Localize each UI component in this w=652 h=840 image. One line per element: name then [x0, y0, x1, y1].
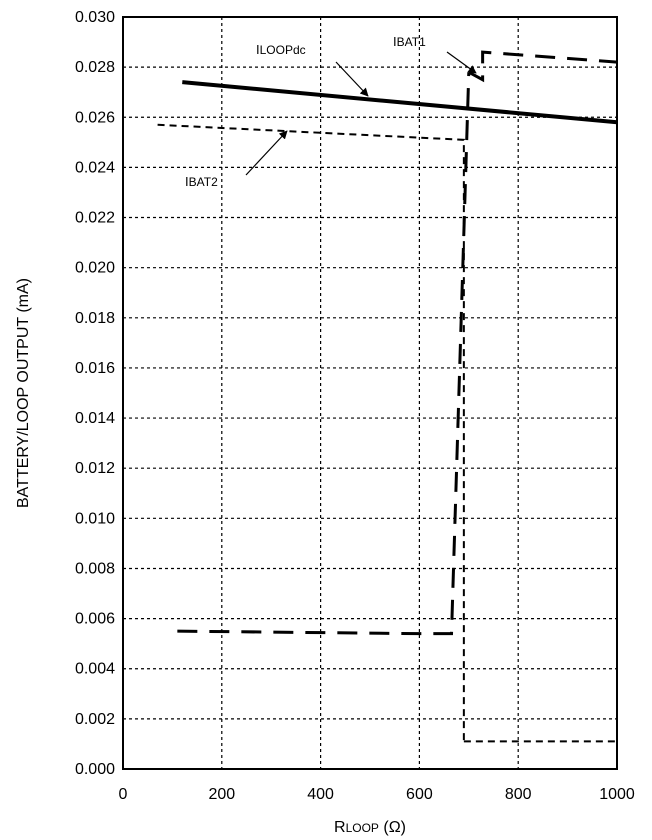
- y-tick-label: 0.018: [75, 310, 115, 327]
- annotation-ibat2: IBAT2: [185, 174, 218, 189]
- series-ibat1-rise: [177, 72, 471, 636]
- y-tick-label: 0.022: [75, 210, 115, 227]
- annotation-iloopdc-arrow: [335, 61, 369, 97]
- y-tick-label: 0.016: [75, 360, 115, 377]
- x-axis-title-main: R: [334, 819, 346, 836]
- annotation-ibat1: IBAT1: [393, 34, 426, 49]
- x-tick-label: 1000: [599, 786, 635, 803]
- series-iloopdc: [182, 80, 618, 125]
- y-tick-label: 0.008: [75, 560, 115, 577]
- y-tick-label: 0.004: [75, 661, 115, 678]
- annotation-ibat2-arrow: [245, 130, 288, 176]
- y-tick-label: 0.002: [75, 711, 115, 728]
- y-tick-label: 0.030: [75, 9, 115, 26]
- plot-frame: [122, 16, 618, 770]
- series-ibat2-upper: [157, 123, 465, 742]
- annotations: ILOOPdc IBAT1 IBAT2: [185, 34, 477, 189]
- x-tick-label: 0: [119, 786, 128, 803]
- x-tick-label: 600: [406, 786, 433, 803]
- y-tick-label: 0.012: [75, 460, 115, 477]
- x-tick-label: 800: [505, 786, 532, 803]
- y-tick-label: 0.020: [75, 260, 115, 277]
- annotation-iloopdc-sub: LOOPdc: [260, 43, 306, 57]
- y-tick-label: 0.024: [75, 159, 115, 176]
- x-tick-label: 400: [307, 786, 334, 803]
- y-axis-title: BATTERY/LOOP OUTPUT (mA): [15, 278, 32, 508]
- annotation-ibat1-main: I: [393, 34, 397, 49]
- series-ibat1-high: [468, 50, 618, 83]
- x-axis-title-unit: (Ω): [379, 819, 406, 836]
- y-tick-label: 0.006: [75, 611, 115, 628]
- annotation-iloopdc-main: I: [256, 42, 260, 57]
- grid-lines: [123, 17, 617, 769]
- annotation-ibat1-sub: BAT1: [397, 35, 426, 49]
- annotation-ibat2-main: I: [185, 174, 189, 189]
- series-lines: [157, 50, 618, 743]
- y-tick-label: 0.028: [75, 59, 115, 76]
- x-tick-label: 200: [208, 786, 235, 803]
- y-tick-label: 0.026: [75, 109, 115, 126]
- y-tick-label: 0.000: [75, 761, 115, 778]
- x-axis-title: RLOOP (Ω): [334, 819, 406, 836]
- annotation-iloopdc: ILOOPdc: [256, 42, 306, 57]
- annotation-ibat2-sub: BAT2: [189, 175, 218, 189]
- y-tick-label: 0.010: [75, 510, 115, 527]
- annotation-ibat1-arrow: [446, 51, 477, 74]
- y-tick-label: 0.014: [75, 410, 115, 427]
- tick-labels: 0.000 0.002 0.004 0.006 0.008 0.010 0.012 0.014…: [75, 9, 635, 803]
- x-axis-title-sub: LOOP: [346, 821, 379, 835]
